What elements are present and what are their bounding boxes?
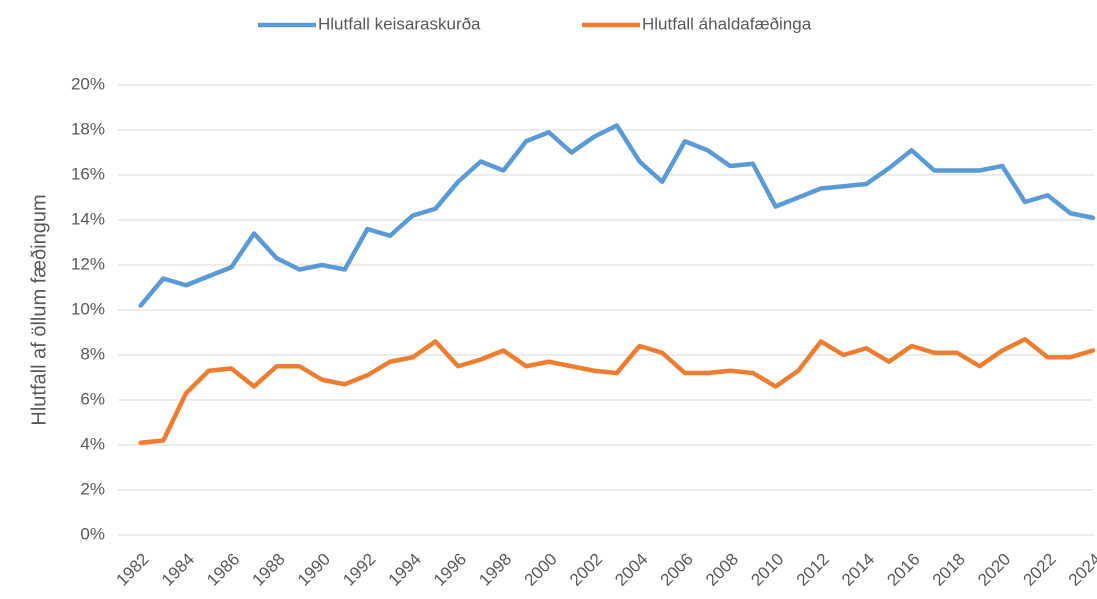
x-tick-label: 2006 (657, 550, 697, 590)
x-tick-label: 1986 (203, 550, 243, 590)
x-tick-label: 1988 (249, 550, 289, 590)
x-tick-label: 1998 (475, 550, 515, 590)
x-tick-label: 2022 (1019, 550, 1059, 590)
x-tick-label: 2004 (611, 550, 651, 590)
y-axis-label: Hlutfall af öllum fæðingum (28, 194, 50, 425)
legend-label: Hlutfall áhaldafæðinga (642, 14, 812, 33)
series-line (138, 337, 1096, 445)
x-tick-label: 2008 (702, 550, 742, 590)
x-tick-label: 2016 (883, 550, 923, 590)
x-tick-label: 1996 (430, 550, 470, 590)
x-tick-label: 1994 (385, 550, 425, 590)
y-tick-label: 14% (71, 209, 105, 228)
y-tick-label: 8% (80, 344, 105, 363)
x-tick-label: 1990 (294, 550, 334, 590)
x-tick-label: 2014 (838, 550, 878, 590)
x-tick-label: 1982 (112, 550, 152, 590)
y-tick-label: 4% (80, 434, 105, 453)
x-tick-label: 2000 (521, 550, 561, 590)
x-tick-label: 2020 (974, 550, 1014, 590)
y-tick-label: 0% (80, 524, 105, 543)
y-tick-label: 16% (71, 164, 105, 183)
y-tick-label: 6% (80, 389, 105, 408)
y-tick-label: 2% (80, 479, 105, 498)
legend-label: Hlutfall keisaraskurða (318, 14, 481, 33)
x-tick-label: 2012 (793, 550, 833, 590)
x-tick-label: 1984 (158, 550, 198, 590)
x-tick-label: 2002 (566, 550, 606, 590)
y-tick-label: 10% (71, 299, 105, 318)
x-tick-label: 2024 (1065, 550, 1097, 590)
x-tick-label: 1992 (339, 550, 379, 590)
x-tick-label: 2018 (929, 550, 969, 590)
x-tick-label: 2010 (747, 550, 787, 590)
y-tick-label: 20% (71, 74, 105, 93)
series-line (138, 123, 1096, 308)
y-tick-label: 18% (71, 119, 105, 138)
y-tick-label: 12% (71, 254, 105, 273)
